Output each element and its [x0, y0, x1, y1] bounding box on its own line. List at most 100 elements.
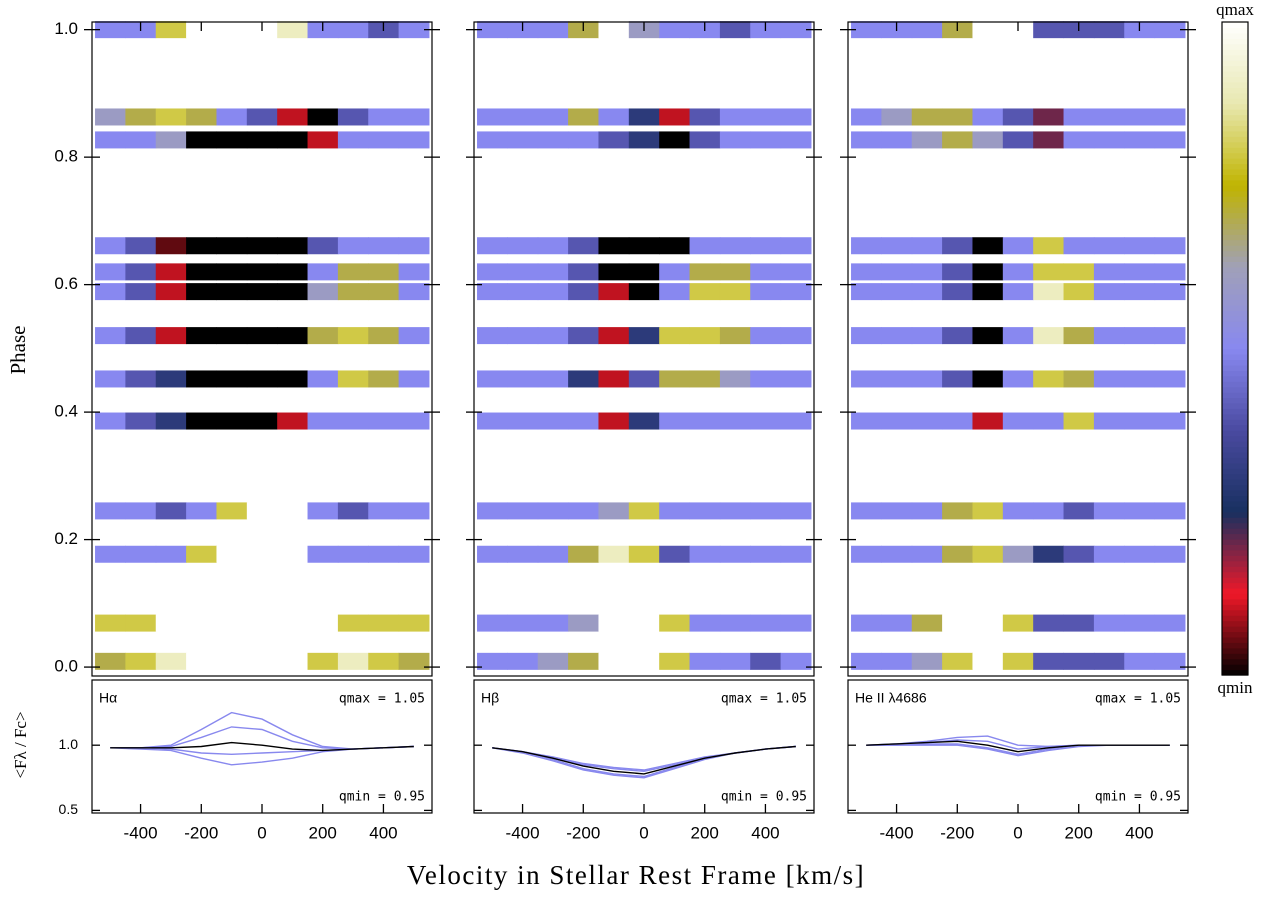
- colorbar-segment: [1222, 43, 1248, 50]
- y-axis-label: Phase: [6, 326, 30, 375]
- spectrum-cell: [942, 502, 973, 520]
- colorbar-segment: [1222, 375, 1248, 382]
- spectrum-cell: [1124, 263, 1156, 281]
- spectrum-cell: [368, 263, 400, 281]
- colorbar-segment: [1222, 163, 1248, 170]
- spectrum-cell: [972, 614, 1004, 632]
- spectrum-cell: [1093, 370, 1125, 388]
- spectrum-cell: [1093, 502, 1125, 520]
- spectrum-cell: [628, 327, 660, 345]
- colorbar-segment: [1222, 332, 1248, 339]
- spectrum-cell: [851, 131, 882, 149]
- spectrum-cell: [942, 652, 973, 670]
- spectrum-cell: [277, 545, 309, 563]
- spectrum-cell: [1033, 283, 1065, 301]
- spectrum-cell: [628, 131, 660, 149]
- spectrum-cell: [1154, 21, 1186, 39]
- spectrum-cell: [881, 412, 913, 430]
- spectrum-cell: [1124, 614, 1156, 632]
- spectrum-cell: [1154, 108, 1186, 126]
- colorbar-segment: [1222, 626, 1248, 633]
- colorbar-segment: [1222, 60, 1248, 67]
- spectrum-cell: [246, 412, 278, 430]
- y-tick-label: 0.4: [54, 402, 78, 421]
- spectrum-cell: [186, 545, 217, 563]
- spectrum-cell: [911, 131, 943, 149]
- spectrum-cell: [942, 327, 973, 345]
- spectrum-cell: [1154, 545, 1186, 563]
- colorbar-segment: [1222, 424, 1248, 431]
- colorbar-segment: [1222, 555, 1248, 562]
- spectrum-cell: [911, 412, 943, 430]
- spectrum-cell: [628, 412, 660, 430]
- spectrum-cell: [537, 237, 569, 255]
- spectrum-cell: [1033, 652, 1065, 670]
- colorbar-segment: [1222, 381, 1248, 388]
- spectrum-cell: [851, 412, 882, 430]
- spectrum-cell: [1154, 412, 1186, 430]
- spectrum-cell: [1124, 327, 1156, 345]
- spectrum-cell: [277, 412, 309, 430]
- spectrum-cell: [942, 412, 973, 430]
- spectrum-cell: [1154, 237, 1186, 255]
- spectrum-cell: [477, 263, 508, 281]
- x-tick-label: 0: [639, 823, 648, 842]
- qmin-label: qmin = 0.95: [721, 790, 807, 805]
- profile-line: [492, 745, 796, 773]
- spectrum-cell: [780, 370, 812, 388]
- spectrum-cell: [1033, 412, 1065, 430]
- colorbar-segment: [1222, 435, 1248, 442]
- colorbar-segment: [1222, 495, 1248, 502]
- spectrum-cell: [1093, 237, 1125, 255]
- colorbar-segment: [1222, 489, 1248, 497]
- spectrum-cell: [1033, 327, 1065, 345]
- spectrum-cell: [1154, 652, 1186, 670]
- spectrum-cell: [477, 502, 508, 520]
- spectrum-cell: [277, 502, 309, 520]
- colorbar-segment: [1222, 185, 1248, 192]
- spectrum-cell: [125, 652, 157, 670]
- spectrum-cell: [689, 545, 721, 563]
- spectrum-cell: [216, 412, 248, 430]
- colorbar-segment: [1222, 538, 1248, 545]
- colorbar-segment: [1222, 631, 1248, 638]
- colorbar-segment: [1222, 114, 1248, 121]
- spectrum-cell: [942, 283, 973, 301]
- colorbar-segment: [1222, 484, 1248, 491]
- spectrum-cell: [911, 545, 943, 563]
- x-tick-label: -200: [566, 823, 600, 842]
- spectrum-cell: [186, 502, 217, 520]
- spectrum-cell: [507, 652, 539, 670]
- spectrum-cell: [851, 652, 882, 670]
- spectrum-cell: [881, 614, 913, 632]
- spectrum-cell: [125, 327, 157, 345]
- x-tick-label: -200: [184, 823, 218, 842]
- spectrum-cell: [125, 263, 157, 281]
- spectrum-cell: [689, 614, 721, 632]
- profile-line: [492, 745, 796, 771]
- spectrum-cell: [1063, 327, 1095, 345]
- colorbar-segment: [1222, 571, 1248, 578]
- spectrum-cell: [216, 327, 248, 345]
- spectrum-cell: [628, 652, 660, 670]
- colorbar-segment: [1222, 239, 1248, 246]
- spectrum-cell: [1154, 283, 1186, 301]
- spectrum-cell: [186, 652, 217, 670]
- spectrum-cell: [125, 283, 157, 301]
- colorbar-segment: [1222, 294, 1248, 301]
- spectrum-cell: [911, 21, 943, 39]
- spectrum-cell: [1063, 370, 1095, 388]
- spectrum-cell: [1002, 370, 1034, 388]
- spectrum-cell: [1093, 652, 1125, 670]
- spectrum-cell: [507, 283, 539, 301]
- colorbar-segment: [1222, 179, 1248, 186]
- colorbar-segment: [1222, 353, 1248, 360]
- spectrum-cell: [155, 327, 187, 345]
- spectrum-cell: [881, 327, 913, 345]
- spectrum-cell: [368, 370, 400, 388]
- spectrum-cell: [911, 652, 943, 670]
- spectrum-cell: [507, 108, 539, 126]
- spectrum-cell: [398, 370, 430, 388]
- spectrum-cell: [368, 283, 400, 301]
- spectrum-cell: [537, 108, 569, 126]
